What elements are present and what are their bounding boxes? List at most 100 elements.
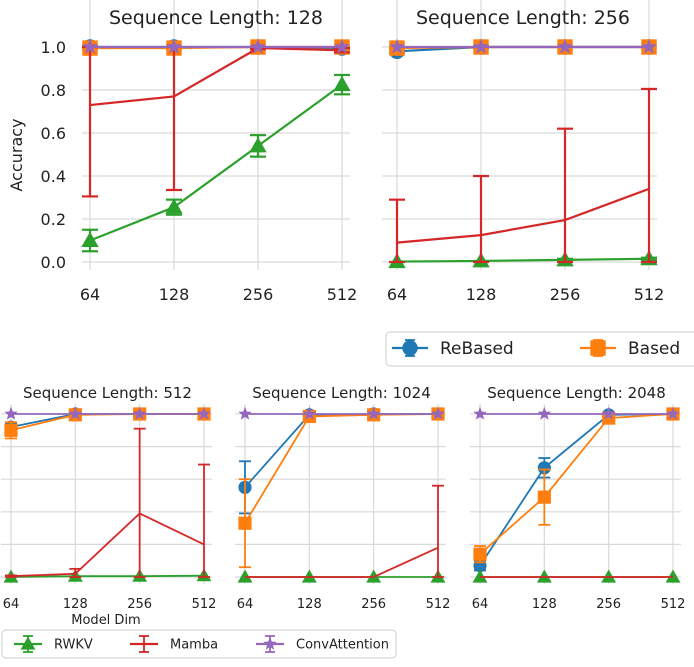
marker-square	[537, 490, 551, 504]
y-tick-label: 0.2	[41, 210, 66, 229]
marker-square	[238, 516, 252, 530]
series-line	[10, 512, 205, 578]
marker-triangle	[301, 569, 317, 583]
series-mamba	[5, 427, 210, 578]
panel-2: Sequence Length: 256 64 128 256 512	[382, 0, 664, 304]
legend-item-rebased: ReBased	[392, 339, 514, 359]
x-tick-label: 64	[472, 597, 489, 612]
y-tick-label: 0.8	[41, 81, 66, 100]
legend-bottom: RWKV Mamba ConvAttention	[1, 629, 397, 659]
marker-star	[263, 636, 277, 650]
x-tick-label: 256	[127, 597, 152, 612]
series-line	[396, 257, 650, 263]
series-based	[238, 407, 445, 569]
x-tick-label: 512	[426, 597, 451, 612]
panel-1: Sequence Length: 128 64 128 256 512 0.0 0.2 0.4…	[41, 0, 358, 304]
series-convattention	[389, 38, 657, 54]
series-line	[479, 413, 674, 567]
series-rebased	[473, 407, 680, 573]
legend-bottom-items: RWKV Mamba ConvAttention	[14, 635, 389, 653]
legend-top: ReBased Based	[385, 331, 694, 367]
marker-triangle	[536, 569, 552, 583]
x-tick-label: 64	[237, 597, 254, 612]
marker-star	[68, 406, 83, 420]
x-tick-label: 128	[532, 597, 557, 612]
series-rwkv	[81, 73, 351, 253]
x-tick-label: 256	[243, 285, 274, 304]
series-line	[10, 413, 204, 428]
marker-star	[666, 406, 680, 420]
series-based	[473, 407, 680, 564]
marker-star	[431, 406, 445, 420]
marker-star	[132, 406, 147, 420]
marker-triangle	[665, 569, 681, 583]
panel-title: Sequence Length: 128	[109, 7, 323, 29]
marker-star	[250, 38, 266, 54]
marker-square	[590, 340, 606, 356]
series-rwkv	[472, 569, 681, 583]
marker-star	[601, 406, 616, 420]
marker-triangle	[601, 569, 617, 583]
series-line	[10, 413, 204, 432]
y-tick-label: 0.4	[41, 167, 66, 186]
panels-layer: Sequence Length: 128 64 128 256 512 0.0 0.2 0.4…	[1, 0, 685, 612]
series-mamba	[82, 45, 350, 198]
legend-bottom-frame	[1, 629, 397, 659]
marker-star	[4, 406, 18, 420]
x-tick-label: 64	[387, 285, 407, 304]
marker-triangle	[20, 636, 36, 650]
panel-title: Sequence Length: 256	[416, 7, 630, 29]
x-tick-label: 512	[661, 597, 686, 612]
y-axis-label: Accuracy	[7, 118, 26, 191]
marker-star	[389, 38, 405, 54]
panel-4: Sequence Length: 1024 64 128 256 512	[235, 384, 450, 612]
series-rebased	[238, 407, 445, 515]
series-mamba	[389, 87, 657, 264]
series-mamba	[245, 484, 444, 578]
marker-star	[334, 38, 350, 54]
x-tick-label: 64	[3, 597, 20, 612]
legend-item-based: Based	[580, 339, 680, 359]
legend-label: ConvAttention	[296, 638, 389, 653]
legend-top-items: ReBased Based	[392, 339, 680, 359]
series-convattention	[238, 406, 445, 420]
series-line	[396, 187, 650, 244]
x-tick-label: 128	[466, 285, 497, 304]
series-convattention	[473, 406, 680, 420]
marker-square	[473, 547, 487, 561]
marker-star	[82, 38, 98, 54]
marker-triangle	[81, 231, 99, 248]
panel-5: Sequence Length: 2048 64 128 256 512	[470, 384, 685, 612]
series-line	[479, 413, 674, 555]
marker-star	[557, 38, 573, 54]
marker-triangle	[472, 569, 488, 583]
legend-label: Mamba	[170, 638, 218, 653]
panel-3: Sequence Length: 512 64 128 256 512	[1, 384, 216, 612]
marker-square	[4, 423, 18, 437]
marker-star	[537, 406, 552, 420]
marker-triangle	[249, 137, 267, 153]
panel-title: Sequence Length: 2048	[487, 384, 666, 402]
marker-star	[238, 406, 252, 420]
legend-top-frame	[385, 331, 694, 367]
series-line	[244, 413, 439, 524]
x-tick-label: 512	[327, 285, 358, 304]
series-line	[89, 83, 343, 242]
marker-triangle	[165, 198, 183, 214]
marker-star	[166, 38, 182, 54]
marker-star	[366, 406, 381, 420]
series-convattention	[82, 38, 350, 54]
x-tick-label: 64	[80, 285, 100, 304]
x-axis-label: Model Dim	[71, 613, 140, 628]
series-line	[89, 46, 343, 107]
marker-circle	[402, 340, 418, 356]
series-rebased	[4, 407, 211, 434]
x-tick-label: 256	[596, 597, 621, 612]
legend-item-convattention: ConvAttention	[256, 635, 389, 653]
marker-star	[302, 406, 317, 420]
series-convattention	[4, 406, 211, 420]
marker-star	[473, 38, 489, 54]
legend-item-mamba: Mamba	[130, 635, 218, 653]
x-tick-label: 128	[63, 597, 88, 612]
